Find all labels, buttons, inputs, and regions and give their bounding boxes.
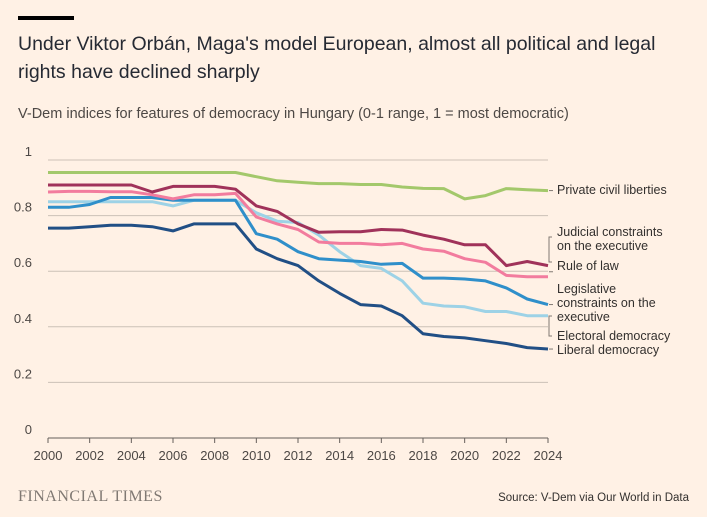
series-line-liberal-democracy (48, 222, 549, 351)
y-tick-label: 0.8 (14, 200, 32, 215)
series-label: Rule of law (557, 259, 620, 273)
bracket-judicial (548, 236, 552, 263)
series-label: constraints on the (557, 296, 656, 310)
series-line-legislative-constraints-on-the-executive (48, 196, 549, 307)
series-line-judicial-constraints-on-the-executive (48, 183, 549, 268)
x-tick-label: 2022 (492, 448, 521, 463)
x-tick-label: 2010 (242, 448, 271, 463)
series-line-electoral-democracy (48, 198, 548, 318)
series-label: on the executive (557, 239, 648, 253)
series-label: Electoral democracy (557, 329, 671, 343)
x-tick-label: 2004 (117, 448, 146, 463)
bracket-electoral (548, 315, 552, 337)
x-tick-label: 2012 (284, 448, 313, 463)
ft-accent-bar (18, 16, 74, 20)
y-tick-label: 0.2 (14, 366, 32, 381)
x-tick-label: 2014 (325, 448, 354, 463)
series-line-private-civil-liberties (48, 171, 549, 201)
x-tick-label: 2008 (200, 448, 229, 463)
chart-title: Under Viktor Orbán, Maga's model Europea… (18, 33, 656, 83)
chart-subtitle: V-Dem indices for features of democracy … (18, 106, 569, 122)
series-label: Private civil liberties (557, 183, 667, 197)
x-tick-label: 2016 (367, 448, 396, 463)
y-tick-label: 0.6 (14, 255, 32, 270)
x-tick-label: 2002 (75, 448, 104, 463)
series-label: executive (557, 310, 610, 324)
x-tick-label: 2000 (34, 448, 63, 463)
x-tick-label: 2020 (450, 448, 479, 463)
x-tick-label: 2024 (534, 448, 563, 463)
series-label: Liberal democracy (557, 343, 660, 357)
series-label: Judicial constraints (557, 225, 663, 239)
series-label: Legislative (557, 282, 616, 296)
y-tick-label: 0 (25, 422, 32, 437)
y-tick-label: 1 (25, 144, 32, 159)
series-line-rule-of-law (47, 189, 548, 279)
x-tick-label: 2006 (159, 448, 188, 463)
ft-logo: FINANCIAL TIMES (18, 488, 163, 505)
y-tick-label: 0.4 (14, 311, 32, 326)
x-tick-label: 2018 (409, 448, 438, 463)
source-note: Source: V-Dem via Our World in Data (498, 492, 689, 504)
